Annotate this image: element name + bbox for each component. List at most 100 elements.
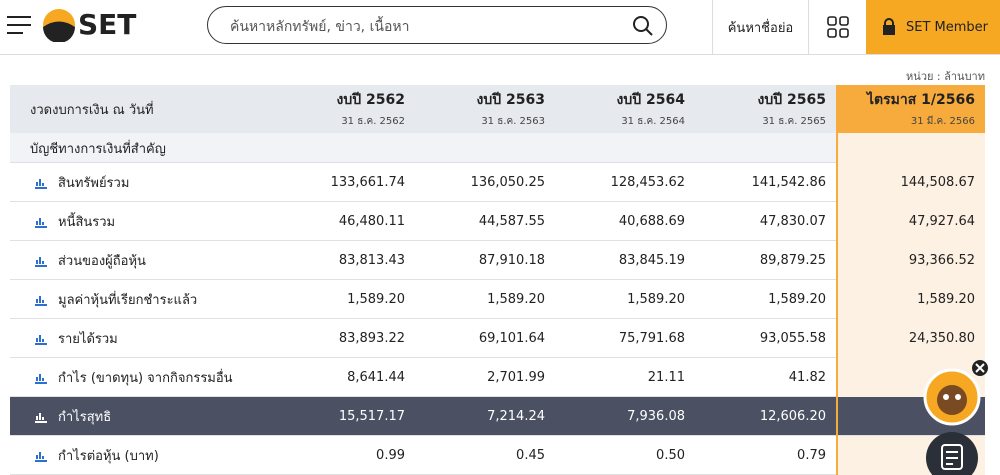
chart-icon[interactable] (34, 294, 48, 306)
section-row (10, 133, 985, 163)
logo-text[interactable]: SET (78, 8, 137, 41)
apps[interactable] (808, 0, 867, 54)
apps-icon (827, 16, 849, 38)
column-date: 31 ธ.ค. 2565 (762, 116, 826, 127)
value-cell: 0.50 (656, 448, 685, 463)
value-cell: 7,214.24 (487, 409, 545, 424)
search-icon[interactable] (632, 15, 654, 37)
value-cell: 0.99 (376, 448, 405, 463)
highlight-cell (836, 202, 985, 241)
table-row (10, 241, 985, 280)
value-cell: 40,688.69 (618, 214, 685, 229)
row-label: กำไรสุทธิ (58, 410, 112, 425)
column-title: งบปี 2563 (476, 92, 545, 108)
row-label-cell: กำไร (ขาดทุน) จากกิจกรรมอื่น (10, 358, 275, 397)
value-cell: 1,589.20 (627, 292, 685, 307)
value-cell: 7,936.08 (627, 409, 685, 424)
value-cell: 15,517.17 (338, 409, 405, 424)
value-cell: 8,641.44 (347, 370, 405, 385)
column-header: งบปี 2563 31 ธ.ค. 2563 (415, 85, 555, 133)
value-cell: 1,589.20 (917, 292, 975, 307)
table-row (10, 319, 985, 358)
highlight-cell (836, 133, 985, 163)
value-cell: 1,589.20 (487, 292, 545, 307)
section-label: บัญชีทางการเงินที่สำคัญ (30, 141, 166, 157)
column-header: งบปี 2562 31 ธ.ค. 2562 (275, 85, 415, 133)
value-cell: 0.45 (516, 448, 545, 463)
chart-icon[interactable] (34, 177, 48, 189)
navbar: SET ค้นหาหลักทรัพย์, ข่าว, เนื้อหา ค้นหา… (0, 0, 1000, 55)
value-cell: 89,879.25 (759, 253, 826, 268)
value-cell: 136,050.25 (470, 175, 545, 190)
chart-icon[interactable] (34, 372, 48, 384)
value-cell: 46,480.11 (338, 214, 405, 229)
row-label: กำไร (ขาดทุน) จากกิจกรรมอื่น (58, 371, 233, 386)
highlight-cell (836, 280, 985, 319)
table-row (10, 280, 985, 319)
value-cell: 44,587.55 (478, 214, 545, 229)
chart-icon[interactable] (34, 450, 48, 462)
column-title: งบปี 2565 (757, 92, 826, 108)
value-cell: 133,661.74 (330, 175, 405, 190)
chart-icon[interactable] (34, 255, 48, 267)
value-cell: 47,927.64 (908, 214, 975, 229)
logo-icon (43, 9, 75, 42)
unit-label: หน่วย : ล้านบาท (906, 70, 985, 83)
floating-widgets[interactable] (920, 355, 1000, 475)
column-date: 31 ธ.ค. 2562 (341, 116, 405, 127)
row-label-cell: กำไรสุทธิ (10, 397, 275, 436)
column-date: 31 ธ.ค. 2564 (621, 116, 685, 127)
member-label: SET Member (906, 19, 989, 35)
value-cell: 1,589.20 (768, 292, 826, 307)
highlight-cell (836, 319, 985, 358)
highlight-cell (836, 397, 985, 436)
symbol-search[interactable]: ค้นหาชื่อย่อ (712, 0, 808, 54)
chart-icon[interactable] (34, 411, 48, 423)
menu-icon[interactable] (6, 14, 32, 36)
value-cell: 2,701.99 (487, 370, 545, 385)
value-cell: 24,350.80 (908, 331, 975, 346)
value-cell: 93,055.58 (759, 331, 826, 346)
value-cell: 93,366.52 (908, 253, 975, 268)
search-box[interactable]: ค้นหาหลักทรัพย์, ข่าว, เนื้อหา (207, 6, 667, 44)
financial-table: งวดงบการเงิน ณ วันที่ งบปี 2562 31 ธ.ค. 25… (10, 85, 985, 475)
column-title: ไตรมาส 1/2566 (867, 92, 975, 108)
row-label: รายได้รวม (58, 332, 118, 347)
value-cell: 12,606.20 (759, 409, 826, 424)
value-cell: 83,813.43 (338, 253, 405, 268)
lock-icon (883, 18, 895, 35)
value-cell: 128,453.62 (610, 175, 685, 190)
row-label-cell: กำไรต่อหุ้น (บาท) (10, 436, 275, 475)
row-label-cell: รายได้รวม (10, 319, 275, 358)
value-cell: 83,845.19 (618, 253, 685, 268)
value-cell: 69,101.64 (478, 331, 545, 346)
row-label: กำไรต่อหุ้น (บาท) (58, 449, 159, 464)
value-cell: 1,589.20 (347, 292, 405, 307)
row-label: ส่วนของผู้ถือหุ้น (58, 254, 146, 269)
chart-icon[interactable] (34, 333, 48, 345)
value-cell: 0.79 (797, 448, 826, 463)
value-cell: 87,910.18 (478, 253, 545, 268)
value-cell: 141,542.86 (751, 175, 826, 190)
highlight-cell (836, 241, 985, 280)
header-row (10, 85, 985, 133)
value-cell: 83,893.22 (338, 331, 405, 346)
corner-label: งวดงบการเงิน ณ วันที่ (30, 102, 154, 118)
member-button[interactable]: SET Member (866, 0, 1000, 54)
column-date: 31 มี.ค. 2566 (910, 116, 975, 127)
row-label-cell: สินทรัพย์รวม (10, 163, 275, 202)
value-cell: 75,791.68 (618, 331, 685, 346)
row-label-cell: มูลค่าหุ้นที่เรียกชำระแล้ว (10, 280, 275, 319)
value-cell: 47,830.07 (759, 214, 826, 229)
column-header: งบปี 2565 31 ธ.ค. 2565 (695, 85, 836, 133)
column-header: งบปี 2564 31 ธ.ค. 2564 (555, 85, 695, 133)
table-row (10, 163, 985, 202)
chart-icon[interactable] (34, 216, 48, 228)
table-row (10, 202, 985, 241)
column-header: ไตรมาส 1/2566 31 มี.ค. 2566 (836, 85, 985, 133)
highlight-cell (836, 163, 985, 202)
value-cell: 144,508.67 (900, 175, 975, 190)
column-title: งบปี 2562 (336, 92, 405, 108)
search-placeholder: ค้นหาหลักทรัพย์, ข่าว, เนื้อหา (230, 19, 410, 35)
